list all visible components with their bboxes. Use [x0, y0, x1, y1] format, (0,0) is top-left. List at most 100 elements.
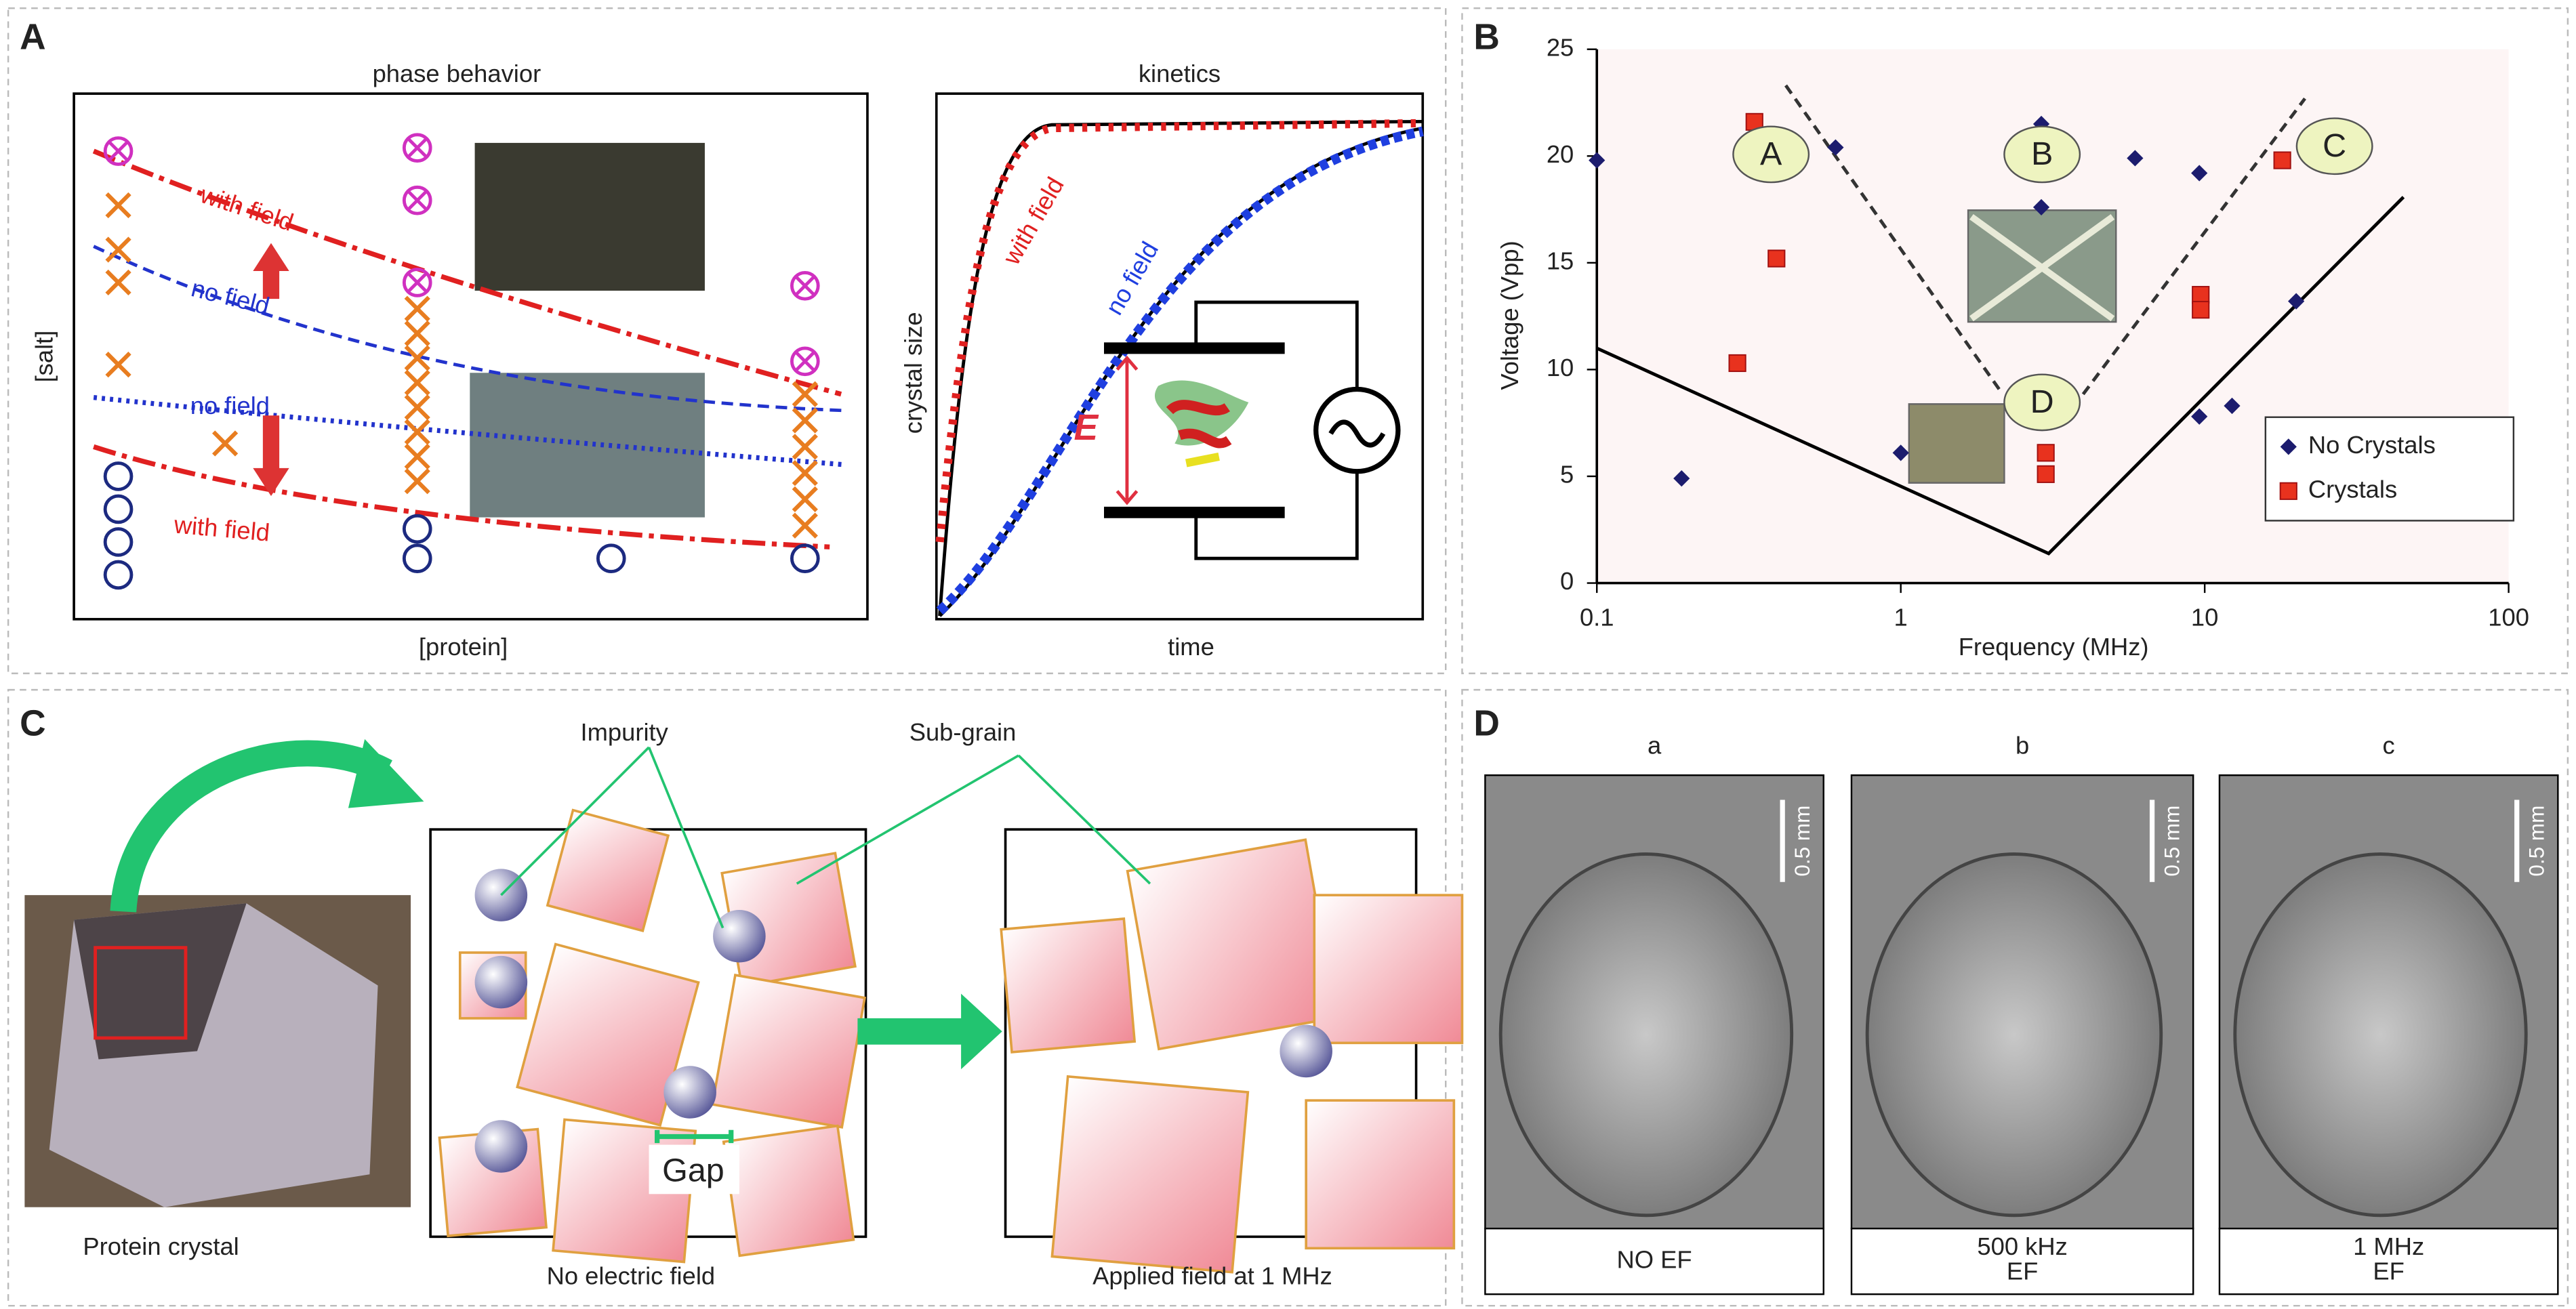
x-marker — [105, 352, 131, 378]
otimes-marker — [402, 133, 432, 163]
data-point — [1728, 354, 1746, 373]
arrow-head — [348, 739, 424, 808]
otimes-marker — [402, 268, 432, 297]
data-point — [1827, 139, 1844, 156]
y-tick-label: 5 — [1560, 461, 1574, 489]
y-tick-label: 25 — [1547, 33, 1574, 61]
axis-label: Voltage (Vpp) — [1496, 241, 1524, 390]
panel-label: C — [20, 704, 46, 744]
x-marker — [404, 419, 430, 445]
droplet — [1498, 852, 1794, 1218]
x-marker — [792, 486, 818, 513]
data-point — [2224, 397, 2241, 415]
region-box — [94, 946, 188, 1040]
x-marker — [792, 460, 818, 486]
wire — [1194, 300, 1359, 560]
phase-markers — [103, 133, 820, 590]
data-point — [1767, 249, 1786, 268]
caption-box — [2218, 1228, 2559, 1295]
data-point — [2037, 444, 2055, 462]
caption: 500 kHz — [1977, 1232, 2067, 1260]
data-point — [2191, 408, 2208, 425]
inset-image — [1908, 403, 2005, 484]
plot-frame — [935, 92, 1425, 621]
otimes-marker — [790, 270, 820, 301]
panel-label: A — [20, 17, 46, 57]
impurity — [474, 955, 528, 1009]
curve-label: with field — [997, 172, 1069, 270]
x-marker — [404, 295, 430, 322]
arrow — [857, 993, 1002, 1070]
x-marker — [404, 468, 430, 495]
panel-frame — [1461, 688, 2569, 1307]
plot-frame — [73, 92, 869, 621]
callout-line — [500, 746, 1151, 929]
curve — [938, 126, 1423, 617]
x-marker — [404, 443, 430, 470]
caption: No electric field — [547, 1262, 716, 1290]
x-marker — [404, 320, 430, 347]
otimes-marker — [402, 185, 432, 215]
region-label: B — [2031, 136, 2053, 172]
data-point — [2037, 465, 2055, 483]
axis-label: [salt] — [30, 331, 58, 383]
plot-title: kinetics — [1139, 60, 1221, 87]
decoration — [1166, 400, 1232, 449]
data-point — [1589, 152, 1606, 169]
caption: EF — [2373, 1257, 2404, 1285]
x-marker — [792, 381, 818, 407]
boundary-line — [1784, 84, 2004, 396]
arrow — [253, 415, 289, 497]
x-marker — [792, 512, 818, 539]
panel-frame — [7, 688, 1447, 1307]
data-point — [1673, 470, 1690, 487]
grain — [722, 1124, 855, 1258]
panel-label: D — [1473, 704, 1500, 744]
spacer — [985, 105, 992, 112]
inset-detail — [1969, 214, 2115, 322]
sub-label: a — [1648, 732, 1662, 760]
panel-frame — [7, 7, 1447, 675]
scale-label: 0.5 mm — [2524, 806, 2549, 877]
o-marker — [103, 494, 134, 524]
legend-label: No Crystals — [2308, 431, 2436, 459]
x-marker — [404, 345, 430, 371]
curve — [935, 119, 1423, 543]
micrograph — [474, 142, 705, 291]
impurity — [663, 1066, 716, 1119]
protein — [1154, 380, 1249, 468]
x-tick-label: 100 — [2488, 603, 2529, 631]
panel-frame — [1461, 7, 2569, 675]
otimes-marker — [406, 189, 428, 211]
curve — [93, 395, 846, 468]
impurity — [474, 1120, 528, 1173]
curved-arrow — [110, 740, 392, 913]
panel-label: B — [1473, 17, 1500, 57]
otimes-marker — [790, 346, 820, 377]
legend-label: Crystals — [2308, 475, 2397, 503]
data-point — [1892, 444, 1909, 461]
otimes-marker — [794, 274, 817, 297]
grain — [516, 942, 700, 1127]
x-marker — [105, 269, 131, 296]
region-label: C — [2323, 127, 2346, 164]
o-marker — [596, 543, 626, 574]
curve — [92, 148, 842, 397]
decoration — [1185, 452, 1220, 468]
data-point — [2192, 301, 2210, 319]
x-marker — [404, 394, 430, 421]
legend-box — [2264, 416, 2515, 522]
region-bubble — [2295, 117, 2373, 175]
scale-label: 0.5 mm — [1790, 806, 1814, 877]
boundary-line — [1596, 196, 2405, 556]
x-marker — [105, 192, 131, 219]
grain — [1000, 917, 1137, 1054]
legend-marker — [2279, 482, 2297, 500]
grain — [1050, 1075, 1250, 1274]
region-bubble — [2003, 373, 2081, 432]
droplet — [1865, 852, 2163, 1218]
sub-label: c — [2383, 732, 2395, 760]
otimes-marker — [794, 350, 817, 373]
